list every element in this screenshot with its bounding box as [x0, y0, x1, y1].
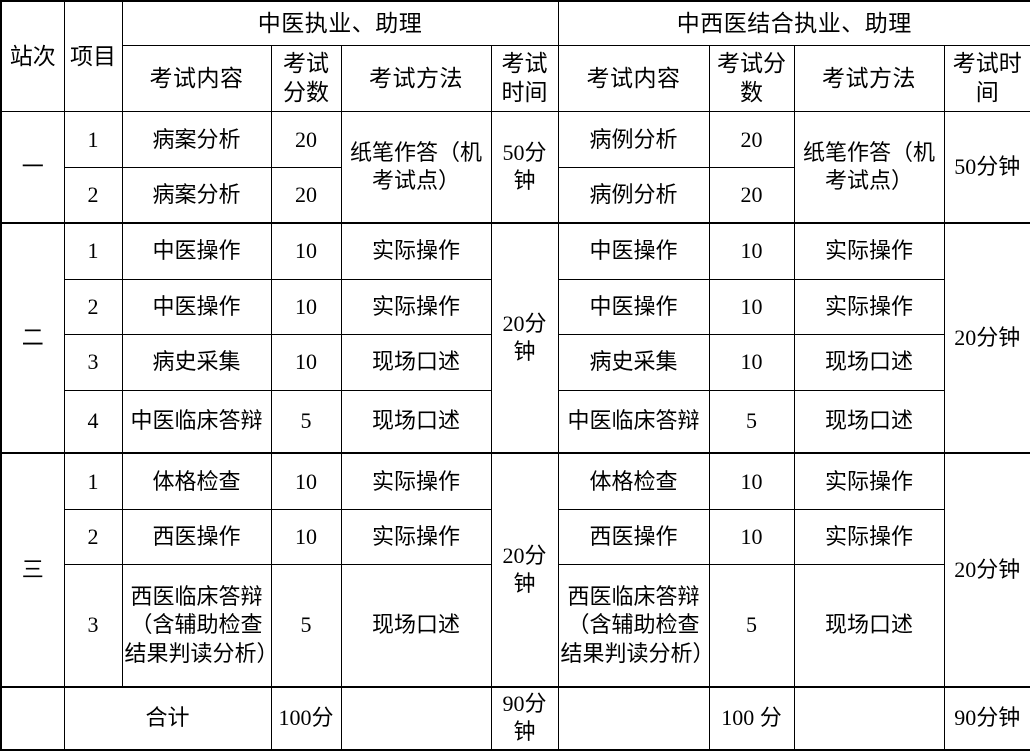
tcm-method: 纸笔作答（机考试点） [340, 111, 492, 224]
int-score: 5 [708, 564, 795, 688]
header-tcm-time: 考试时间 [490, 44, 559, 113]
tcm-time: 20分钟 [490, 222, 559, 454]
header-tcm-method: 考试方法 [340, 44, 492, 113]
tcm-time: 50分钟 [490, 111, 559, 224]
tcm-content: 病案分析 [121, 111, 272, 169]
header-station: 站次 [0, 0, 65, 113]
tcm-content: 体格检查 [121, 452, 272, 511]
item-number: 4 [63, 389, 123, 454]
tcm-score: 10 [270, 509, 342, 566]
int-score: 20 [708, 167, 795, 224]
header-int-time: 考试时间 [943, 44, 1030, 113]
station-label: 二 [0, 222, 65, 454]
int-content: 西医临床答辩（含辅助检查结果判读分析） [557, 564, 715, 688]
header-group-tcm: 中医执业、助理 [121, 0, 559, 46]
tcm-score: 10 [270, 452, 342, 511]
int-time: 50分钟 [943, 111, 1030, 224]
int-content: 病例分析 [557, 111, 710, 169]
int-score: 10 [708, 334, 795, 391]
tcm-content: 中医操作 [121, 222, 272, 280]
item-number: 2 [63, 167, 123, 224]
tcm-score: 20 [270, 111, 342, 169]
total-tcm-time: 90分钟 [490, 685, 559, 751]
header-int-score: 考试分数 [708, 44, 795, 113]
total-int-score: 100 分 [708, 685, 795, 751]
tcm-content: 西医操作 [121, 509, 272, 566]
station-label: 一 [0, 111, 65, 224]
header-tcm-score: 考试分数 [270, 44, 342, 113]
total-int-method [793, 685, 945, 751]
header-item: 项目 [63, 0, 123, 113]
tcm-score: 5 [270, 389, 342, 454]
tcm-score: 20 [270, 167, 342, 224]
total-label: 合计 [63, 685, 272, 751]
tcm-content: 病史采集 [121, 334, 272, 391]
tcm-score: 10 [270, 278, 342, 336]
station-label: 三 [0, 452, 65, 688]
int-content: 体格检查 [557, 452, 710, 511]
item-number: 1 [63, 222, 123, 280]
tcm-method: 实际操作 [340, 222, 492, 280]
tcm-method: 现场口述 [340, 564, 492, 688]
item-number: 2 [63, 278, 123, 336]
int-method: 实际操作 [793, 452, 945, 511]
item-number: 2 [63, 509, 123, 566]
tcm-method: 实际操作 [340, 278, 492, 336]
int-content: 西医操作 [557, 509, 710, 566]
int-content: 病史采集 [557, 334, 710, 391]
tcm-method: 实际操作 [340, 452, 492, 511]
item-number: 3 [63, 564, 123, 688]
total-int-time: 90分钟 [943, 685, 1030, 751]
total-tcm-score: 100分 [270, 685, 342, 751]
int-score: 10 [708, 222, 795, 280]
total-tcm-method [340, 685, 492, 751]
int-content: 中医操作 [557, 278, 710, 336]
int-time: 20分钟 [943, 222, 1030, 454]
int-score: 5 [708, 389, 795, 454]
header-tcm-content: 考试内容 [121, 44, 272, 113]
tcm-content: 中医临床答辩 [121, 389, 272, 454]
tcm-time: 20分钟 [490, 452, 559, 688]
int-method: 现场口述 [793, 334, 945, 391]
int-time: 20分钟 [943, 452, 1030, 688]
int-method: 实际操作 [793, 222, 945, 280]
int-score: 10 [708, 509, 795, 566]
int-method: 纸笔作答（机考试点） [793, 111, 945, 224]
tcm-method: 现场口述 [340, 389, 492, 454]
tcm-content: 病案分析 [121, 167, 272, 224]
int-method: 实际操作 [793, 509, 945, 566]
int-method: 实际操作 [793, 278, 945, 336]
item-number: 3 [63, 334, 123, 391]
header-group-integrated: 中西医结合执业、助理 [557, 0, 1030, 46]
int-content: 中医临床答辩 [557, 389, 710, 454]
tcm-method: 现场口述 [340, 334, 492, 391]
int-score: 10 [708, 278, 795, 336]
int-method: 现场口述 [793, 389, 945, 454]
int-content: 病例分析 [557, 167, 710, 224]
tcm-score: 10 [270, 334, 342, 391]
int-score: 20 [708, 111, 795, 169]
tcm-content: 西医临床答辩（含辅助检查结果判读分析） [121, 564, 279, 688]
int-method: 现场口述 [793, 564, 945, 688]
item-number: 1 [63, 452, 123, 511]
tcm-content: 中医操作 [121, 278, 272, 336]
header-int-method: 考试方法 [793, 44, 945, 113]
item-number: 1 [63, 111, 123, 169]
int-score: 10 [708, 452, 795, 511]
total-empty-station [0, 685, 65, 751]
tcm-score: 5 [270, 564, 342, 688]
total-int-content [557, 685, 710, 751]
header-int-content: 考试内容 [557, 44, 710, 113]
tcm-method: 实际操作 [340, 509, 492, 566]
tcm-score: 10 [270, 222, 342, 280]
int-content: 中医操作 [557, 222, 710, 280]
